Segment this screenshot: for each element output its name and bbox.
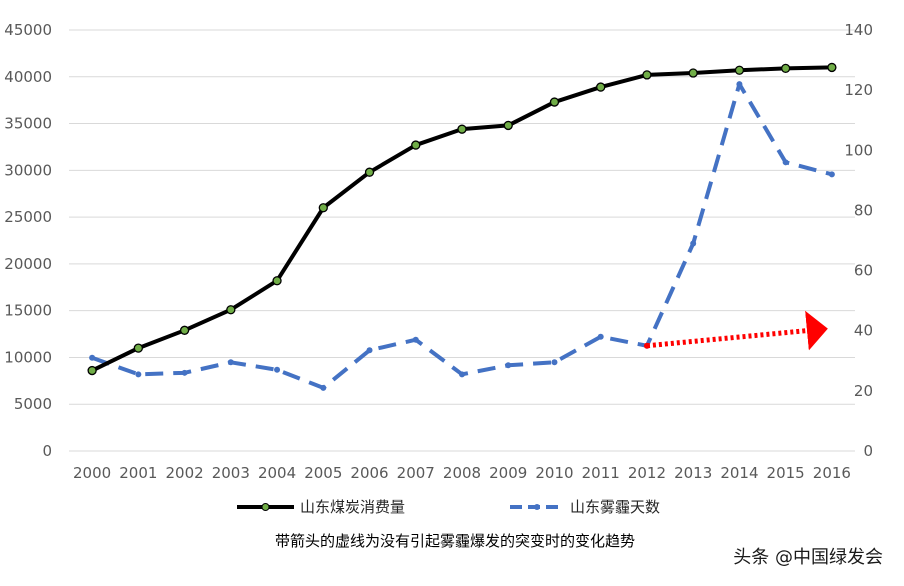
data-point-coal-consumption [549,97,560,107]
data-point-haze-days [782,159,789,166]
x-axis-ticks: 2000 2001 2002 2003 2004 2005 2006 2007 2008 2009… [73,464,851,482]
x-axis-tick-label: 2011 [582,464,620,482]
data-point-coal-consumption [364,167,375,177]
data-point-coal-consumption [272,276,282,286]
x-axis-tick-label: 2014 [720,464,758,482]
data-point-haze-days [135,371,142,378]
data-point-coal-consumption [780,63,791,74]
x-axis-tick-label: 2002 [165,464,203,482]
left-axis-tick-label: 15000 [4,302,52,320]
x-axis-tick-label: 2005 [304,464,342,482]
data-point-coal-consumption [179,325,190,335]
right-axis-tick-label: 40 [854,322,873,340]
x-axis-tick-label: 2010 [535,464,573,482]
x-axis-tick-label: 2009 [489,464,527,482]
trend-arrow [646,310,828,351]
data-point-coal-consumption [503,120,513,131]
legend-item-haze: 山东雾霾天数 [510,498,660,516]
data-point-haze-days [366,347,373,354]
data-point-coal-consumption [457,124,467,134]
series-line-coal-consumption [91,65,832,373]
legend: 山东煤炭消费量 山东雾霾天数 [237,498,660,516]
data-point-haze-days [505,362,512,369]
data-point-coal-consumption [688,68,698,78]
data-point-coal-consumption [133,343,144,353]
x-axis-tick-label: 2004 [258,464,296,482]
data-point-coal-consumption [734,65,745,75]
annotation-layer [643,310,828,351]
data-point-haze-days [597,333,604,340]
legend-label-haze: 山东雾霾天数 [570,498,660,516]
right-axis-ticks: 0 20 40 60 80 100 120 140 [844,21,873,460]
trend-arrow-start-point [643,342,650,349]
data-point-haze-days [736,81,743,88]
data-point-haze-days [412,336,419,343]
data-point-coal-consumption [596,82,606,92]
left-axis-tick-label: 45000 [4,21,52,39]
left-axis-tick-label: 25000 [4,208,52,226]
left-axis-tick-label: 10000 [4,348,52,366]
left-axis-tick-label: 0 [42,442,52,460]
legend-marker-coal [261,503,270,511]
x-axis-tick-label: 2000 [73,464,111,482]
data-point-haze-days [320,384,327,391]
data-point-haze-days [459,371,465,378]
legend-item-coal: 山东煤炭消费量 [237,498,405,516]
right-axis-tick-label: 60 [854,262,873,280]
x-axis-tick-label: 2015 [767,464,805,482]
data-point-coal-consumption [642,70,652,80]
left-axis-ticks: 0 5000 10000 15000 20000 25000 30000 35000 40000… [4,21,52,460]
right-axis-tick-label: 140 [844,21,873,39]
data-point-haze-days [181,369,188,376]
chart-caption: 带箭头的虚线为没有引起雾霾爆发的突变时的变化趋势 [275,532,635,550]
data-point-coal-consumption [827,62,837,73]
legend-marker-haze [534,504,540,510]
x-axis-tick-label: 2007 [397,464,435,482]
x-axis-tick-label: 2016 [813,464,851,482]
x-axis-tick-label: 2003 [212,464,250,482]
x-axis-tick-label: 2006 [350,464,388,482]
data-point-haze-days [227,359,234,366]
watermark: 头条 @中国绿发会 [733,547,883,568]
data-point-haze-days [89,354,96,361]
data-point-coal-consumption [411,140,421,150]
left-axis-tick-label: 35000 [4,115,52,133]
data-point-coal-consumption [318,203,328,213]
right-axis-tick-label: 100 [844,141,873,159]
x-axis-tick-label: 2012 [628,464,666,482]
left-axis-tick-label: 40000 [4,68,52,86]
x-axis-tick-label: 2013 [674,464,712,482]
data-point-haze-days [274,366,281,373]
gridlines [69,29,855,452]
data-point-haze-days [551,359,558,366]
right-axis-tick-label: 20 [854,382,873,400]
series-layer [87,62,837,391]
left-axis-tick-label: 20000 [4,255,52,273]
data-point-haze-days [690,240,697,247]
data-point-coal-consumption [87,365,97,376]
data-point-haze-days [828,171,835,178]
right-axis-tick-label: 80 [854,201,873,219]
right-axis-tick-label: 0 [863,442,873,460]
left-axis-tick-label: 30000 [4,161,52,179]
left-axis-tick-label: 5000 [14,395,52,413]
x-axis-tick-label: 2001 [119,464,157,482]
data-point-coal-consumption [226,305,236,315]
x-axis-tick-label: 2008 [443,464,481,482]
right-axis-tick-label: 120 [844,81,873,99]
legend-label-coal: 山东煤炭消费量 [300,498,405,516]
